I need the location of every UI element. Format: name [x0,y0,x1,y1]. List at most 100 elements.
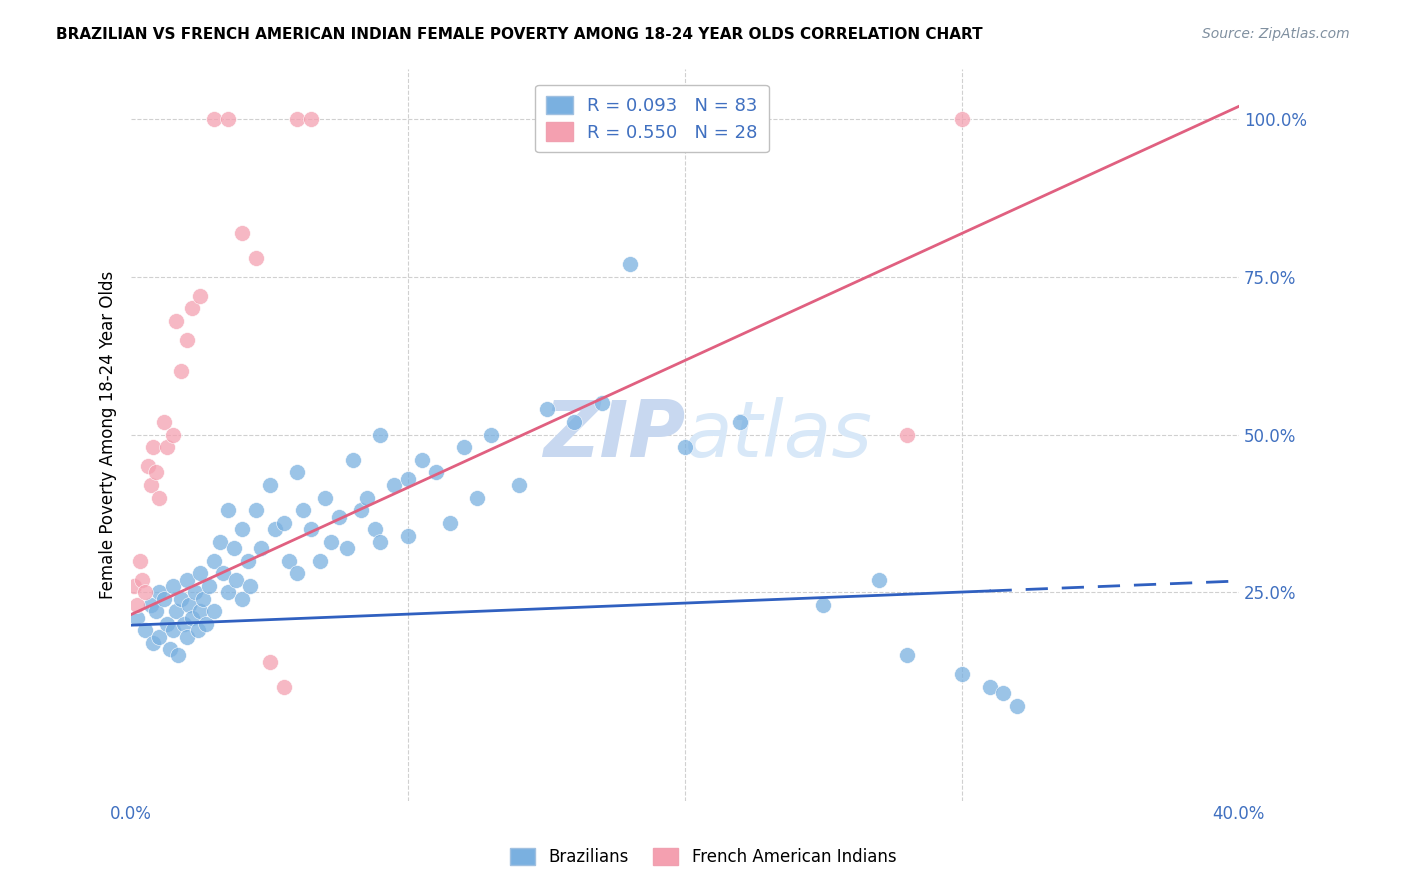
Point [479,427,502,442]
Text: Source: ZipAtlas.com: Source: ZipAtlas.com [1202,27,1350,41]
Point [145,466,167,480]
Point [170,591,193,606]
Point [162,624,184,638]
Point [202,554,225,568]
Point [128,554,150,568]
Point [193,591,215,606]
Point [382,478,405,492]
Point [896,648,918,663]
Point [364,522,387,536]
Point [308,554,330,568]
Point [1007,698,1029,713]
Point [184,585,207,599]
Point [453,440,475,454]
Point [125,598,148,612]
Point [211,566,233,581]
Point [319,534,342,549]
Point [167,648,190,663]
Point [187,624,209,638]
Point [125,610,148,624]
Point [591,396,613,410]
Point [162,579,184,593]
Point [979,680,1001,694]
Point [162,427,184,442]
Point [950,112,973,126]
Point [730,415,752,429]
Point [202,604,225,618]
Text: atlas: atlas [685,397,873,473]
Point [139,478,162,492]
Point [356,491,378,505]
Point [153,415,176,429]
Point [208,534,231,549]
Point [139,598,162,612]
Point [222,541,245,556]
Point [411,452,433,467]
Point [170,364,193,378]
Point [813,598,835,612]
Point [148,630,170,644]
Point [291,503,314,517]
Point [145,604,167,618]
Point [239,579,262,593]
Point [896,427,918,442]
Point [176,630,198,644]
Point [148,585,170,599]
Point [190,566,212,581]
Point [439,516,461,530]
Point [202,112,225,126]
Point [250,541,273,556]
Point [993,686,1015,700]
Point [190,604,212,618]
Point [287,566,309,581]
Point [278,554,301,568]
Point [370,427,392,442]
Point [236,554,259,568]
Point [165,314,187,328]
Point [181,610,204,624]
Point [176,573,198,587]
Point [299,522,322,536]
Point [673,440,696,454]
Point [562,415,585,429]
Y-axis label: Female Poverty Among 18-24 Year Olds: Female Poverty Among 18-24 Year Olds [100,270,117,599]
Point [225,573,247,587]
Point [156,440,179,454]
Point [245,251,267,265]
Legend: Brazilians, French American Indians: Brazilians, French American Indians [502,840,904,875]
Point [173,616,195,631]
Point [287,466,309,480]
Point [156,616,179,631]
Point [217,585,239,599]
Text: ZIP: ZIP [543,397,685,473]
Point [148,491,170,505]
Point [273,680,295,694]
Point [287,112,309,126]
Point [259,478,281,492]
Point [259,655,281,669]
Point [467,491,489,505]
Point [328,509,350,524]
Point [165,604,187,618]
Point [195,616,218,631]
Point [159,642,181,657]
Point [136,459,159,474]
Point [264,522,287,536]
Point [314,491,336,505]
Point [176,333,198,347]
Point [273,516,295,530]
Point [134,585,156,599]
Legend: R = 0.093   N = 83, R = 0.550   N = 28: R = 0.093 N = 83, R = 0.550 N = 28 [536,85,769,153]
Point [179,598,201,612]
Point [396,528,419,542]
Point [536,402,558,417]
Point [425,466,447,480]
Point [142,636,165,650]
Point [217,112,239,126]
Point [231,226,253,240]
Point [245,503,267,517]
Text: BRAZILIAN VS FRENCH AMERICAN INDIAN FEMALE POVERTY AMONG 18-24 YEAR OLDS CORRELA: BRAZILIAN VS FRENCH AMERICAN INDIAN FEMA… [56,27,983,42]
Point [396,472,419,486]
Point [122,579,145,593]
Point [181,301,204,316]
